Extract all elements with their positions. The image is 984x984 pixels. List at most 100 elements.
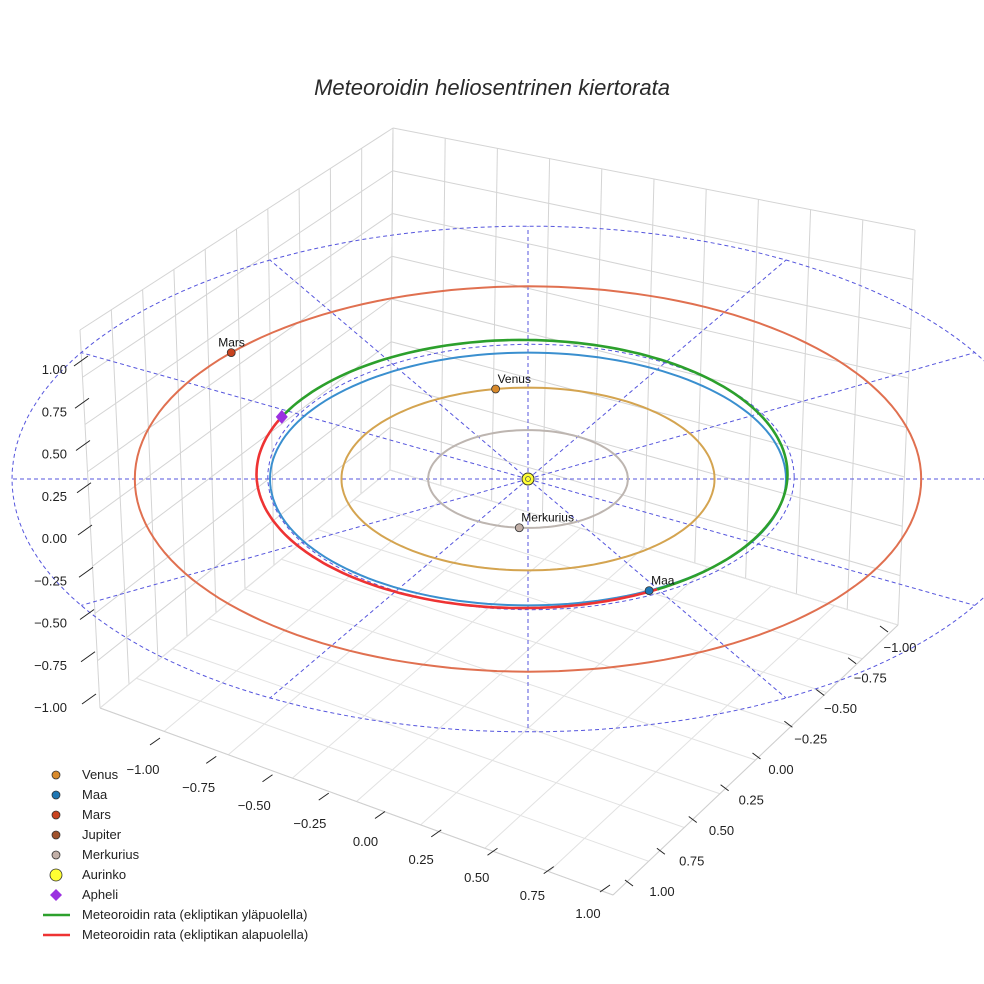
grid-line xyxy=(391,255,909,379)
aphelion-marker xyxy=(275,409,288,424)
z-tick-label: −0.50 xyxy=(34,616,67,631)
legend-swatch-mars xyxy=(51,810,61,820)
legend-label-venus: Venus xyxy=(82,767,119,782)
legend-label-apheli: Apheli xyxy=(82,887,118,902)
legend-label-aurinko: Aurinko xyxy=(82,867,126,882)
planet-merkurius-marker xyxy=(514,523,524,533)
z-tick-mark xyxy=(77,524,93,536)
z-tick-label: 0.50 xyxy=(42,447,67,462)
grid-line xyxy=(390,384,903,527)
grid-line xyxy=(389,469,899,626)
y-axis-line xyxy=(612,624,899,896)
y-tick-label: 0.75 xyxy=(679,854,704,869)
z-tick-label: 1.00 xyxy=(42,362,67,377)
legend-label-meteoroidin-rata-ekliptikan-yl-puolella: Meteoroidin rata (ekliptikan yläpuolella… xyxy=(82,907,307,922)
grid-line xyxy=(79,127,394,331)
x-tick-mark xyxy=(487,847,498,856)
grid-line xyxy=(353,499,863,660)
grid-line xyxy=(82,170,393,378)
x-tick-mark xyxy=(318,792,330,801)
legend-swatch-venus xyxy=(51,770,61,780)
grid-line xyxy=(548,605,835,872)
planet-merkurius-label: Merkurius xyxy=(521,511,574,525)
markers-group: Venus Maa Mars Merkurius xyxy=(218,336,675,596)
grid-line xyxy=(281,558,792,727)
planet-maa-marker xyxy=(644,586,654,596)
y-tick-mark xyxy=(752,752,761,760)
y-tick-label: −0.75 xyxy=(854,671,887,686)
z-tick-label: −1.00 xyxy=(34,700,67,715)
grid-line xyxy=(391,298,907,428)
x-tick-label: 0.50 xyxy=(464,870,489,885)
x-tick-mark xyxy=(543,866,555,875)
ecliptic-circle xyxy=(11,225,984,733)
x-tick-mark xyxy=(430,829,442,838)
x-tick-mark xyxy=(205,755,217,764)
grid-line xyxy=(244,588,756,761)
x-tick-mark xyxy=(149,737,161,746)
x-tick-label: 0.00 xyxy=(353,834,378,849)
grid-line xyxy=(392,127,916,231)
z-tick-mark xyxy=(75,440,91,451)
grid-line xyxy=(87,255,393,473)
meteoroid-orbit-below xyxy=(255,416,658,610)
legend-label-mars: Mars xyxy=(82,807,111,822)
y-tick-mark xyxy=(624,879,634,887)
y-tick-mark xyxy=(688,816,698,823)
legend-swatch-aurinko xyxy=(49,868,63,882)
z-tick-mark xyxy=(78,566,94,578)
legend-label-meteoroidin-rata-ekliptikan-alapuolella: Meteoroidin rata (ekliptikan alapuolella… xyxy=(82,927,308,942)
grid-line xyxy=(94,384,392,614)
z-tick-mark xyxy=(74,397,90,409)
grid-line xyxy=(89,298,392,520)
x-tick-mark xyxy=(374,811,386,819)
x-tick-label: −1.00 xyxy=(127,762,160,777)
legend: Venus Maa Mars Jupiter Merkurius Aurinko Aphel… xyxy=(43,767,308,942)
x-tick-label: 0.25 xyxy=(408,852,433,867)
y-tick-label: 1.00 xyxy=(649,884,674,899)
legend-label-merkurius: Merkurius xyxy=(82,847,140,862)
planet-mars-marker xyxy=(226,348,236,358)
x-tick-label: 1.00 xyxy=(575,906,600,921)
x-axis-line xyxy=(99,707,614,896)
z-tick-mark xyxy=(79,609,95,620)
y-tick-label: −0.25 xyxy=(794,732,827,747)
z-tick-label: 0.75 xyxy=(42,404,67,419)
y-tick-mark xyxy=(784,720,793,728)
grid-line xyxy=(97,426,391,662)
orbit-venus-orbit xyxy=(340,386,716,572)
y-tick-mark xyxy=(656,847,666,855)
z-tick-label: 0.25 xyxy=(42,489,67,504)
orbit-merkurius-orbit xyxy=(427,429,629,529)
legend-swatch-maa xyxy=(51,790,61,800)
y-tick-mark xyxy=(720,784,729,792)
meteoroid-orbit-above xyxy=(280,338,789,591)
z-tick-mark xyxy=(73,355,89,367)
grid-line xyxy=(92,341,392,567)
sun-marker xyxy=(521,472,535,486)
y-tick-mark xyxy=(879,625,889,633)
y-tick-label: 0.00 xyxy=(768,762,793,777)
maa-orbit-dashed xyxy=(267,343,795,611)
x-tick-label: −0.75 xyxy=(182,780,215,795)
legend-swatch-jupiter xyxy=(51,830,61,840)
y-tick-mark xyxy=(815,689,825,696)
meteoroid-orbit-group xyxy=(255,338,789,610)
planet-venus-marker xyxy=(491,384,501,394)
x-tick-mark xyxy=(262,774,273,783)
legend-swatch-apheli xyxy=(50,889,62,901)
grid-line xyxy=(484,585,772,849)
grid-line xyxy=(392,213,911,330)
sun-core xyxy=(525,476,531,482)
legend-label-maa: Maa xyxy=(82,787,108,802)
grid-line xyxy=(390,426,901,577)
grid-line xyxy=(317,529,827,693)
planet-maa-label: Maa xyxy=(651,574,675,588)
z-tick-mark xyxy=(80,651,96,663)
grid-line xyxy=(84,213,393,425)
y-tick-label: −1.00 xyxy=(884,640,917,655)
orbit-mars-orbit xyxy=(133,285,923,673)
y-tick-label: 0.25 xyxy=(739,793,764,808)
y-tick-mark xyxy=(847,657,857,665)
